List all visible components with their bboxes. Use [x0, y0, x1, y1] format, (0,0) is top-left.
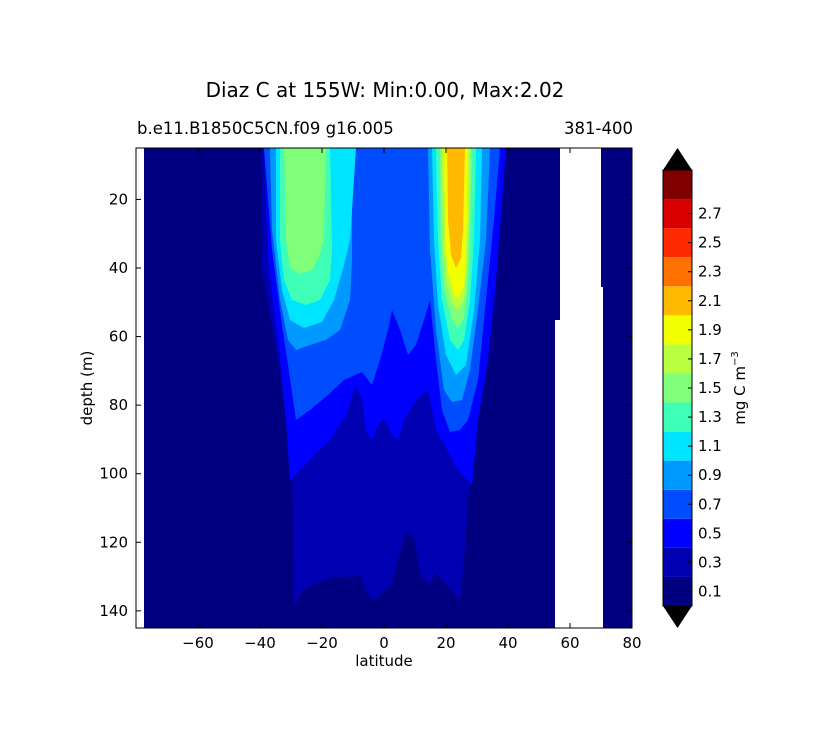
colorbar-swatch: [663, 547, 692, 577]
y-tick-label: 40: [109, 259, 128, 277]
x-tick-label: −20: [306, 634, 338, 652]
colorbar-tick-label: 1.7: [698, 350, 722, 368]
colorbar-swatch: [663, 286, 692, 316]
colorbar-tick-label: 1.5: [698, 379, 722, 397]
y-axis-label: depth (m): [78, 351, 96, 426]
y-tick-label: 100: [99, 465, 128, 483]
x-tick-label: 40: [498, 634, 517, 652]
y-tick-label: 140: [99, 602, 128, 620]
colorbar-swatch: [663, 489, 692, 519]
colorbar-tick-label: 2.1: [698, 292, 722, 310]
x-tick-label: −40: [244, 634, 276, 652]
colorbar-swatch: [663, 199, 692, 229]
colorbar-tick-label: 0.1: [698, 582, 722, 600]
colorbar-swatch: [663, 257, 692, 287]
colorbar-tick-label: 1.1: [698, 437, 722, 455]
x-tick-label: 20: [436, 634, 455, 652]
colorbar-tick-label: 2.3: [698, 263, 722, 281]
colorbar: 0.1 0.3 0.5 0.7 0.9 1.1 1.3 1.5 1.7 1.9 2.1 2.3 2.5 2…: [662, 148, 722, 628]
colorbar-label: mg C m−3: [730, 351, 749, 425]
y-tick-label: 120: [99, 533, 128, 551]
colorbar-swatch: [663, 576, 692, 606]
chart-title: Diaz C at 155W: Min:0.00, Max:2.02: [205, 78, 565, 102]
y-tick-label: 20: [109, 190, 128, 208]
colorbar-swatch: [663, 170, 692, 200]
y-tick-label: 60: [109, 328, 128, 346]
colorbar-swatch: [663, 228, 692, 258]
colorbar-tick-label: 0.5: [698, 524, 722, 542]
colorbar-swatch: [663, 402, 692, 432]
colorbar-swatch: [663, 431, 692, 461]
colorbar-tick-label: 1.3: [698, 408, 722, 426]
colorbar-swatch: [663, 344, 692, 374]
land-mask-1: [555, 148, 601, 628]
year-range: 381-400: [564, 119, 633, 138]
x-tick-label: 0: [379, 634, 389, 652]
colorbar-swatch: [663, 518, 692, 548]
x-tick-label: 60: [560, 634, 579, 652]
x-axis: −60 −40 −20 0 20 40 60 80: [182, 148, 642, 652]
y-tick-label: 80: [109, 396, 128, 414]
colorbar-swatch: [663, 373, 692, 403]
colorbar-swatch: [663, 460, 692, 490]
colorbar-tick-label: 0.3: [698, 553, 722, 571]
colorbar-tick-label: 0.7: [698, 495, 722, 513]
contour-band-19: [447, 148, 465, 268]
colorbar-extend-min: [663, 606, 692, 628]
colorbar-swatch: [663, 315, 692, 345]
colorbar-tick-label: 0.9: [698, 466, 722, 484]
colorbar-tick-label: 2.5: [698, 234, 722, 252]
y-axis: 20 40 60 80 100 120 140: [99, 190, 632, 620]
land-mask-2: [601, 287, 603, 628]
land-mask-left: [136, 148, 144, 628]
case-name: b.e11.B1850C5CN.f09 g16.005: [137, 119, 394, 138]
contour-band-13: [284, 148, 326, 274]
colorbar-tick-label: 1.9: [698, 321, 722, 339]
colorbar-tick-label: 2.7: [698, 205, 722, 223]
x-tick-label: −60: [182, 634, 214, 652]
colorbar-extend-max: [663, 148, 692, 170]
land-mask-3: [555, 148, 560, 320]
x-tick-label: 80: [622, 634, 641, 652]
x-axis-label: latitude: [355, 652, 413, 670]
